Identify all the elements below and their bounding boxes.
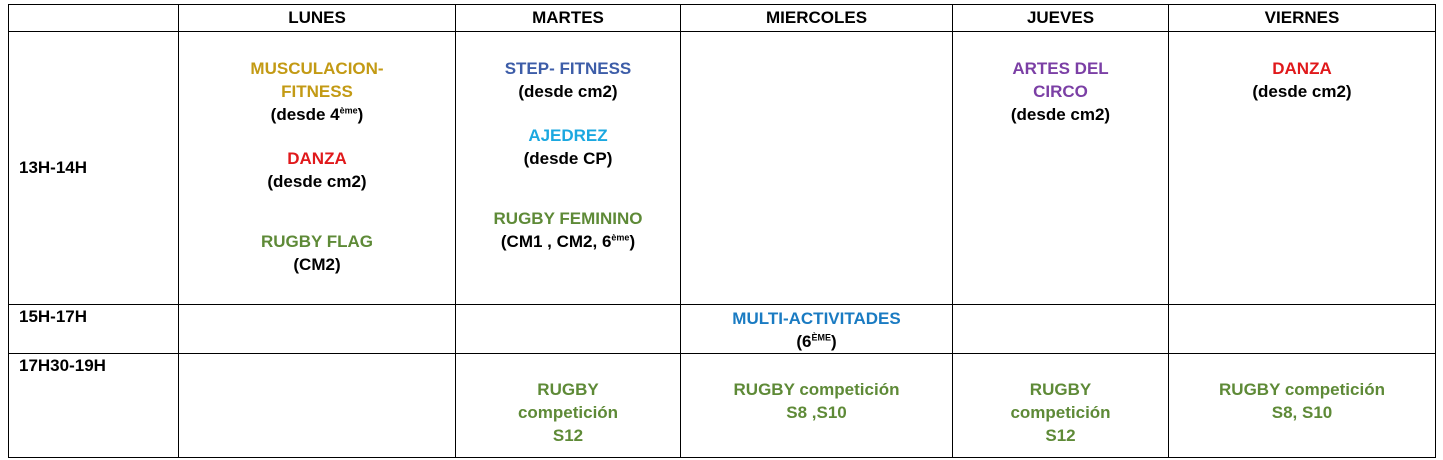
rugby-competicion-jueves-line3: S12 [1045,426,1076,445]
cell-viernes-13h: DANZA (desde cm2) [1168,31,1436,305]
row-17h30-19h: 17H30-19H RUGBY competición S12 RUGBY co… [8,353,1436,458]
time-cell-17h30-19h: 17H30-19H [8,353,179,458]
activity-musculacion-line2: FITNESS [281,82,353,101]
cell-martes-15h [455,304,681,354]
activity-multi-actividades-level: (6ÈME) [796,332,837,351]
cell-miercoles-15h: MULTI-ACTIVITADES (6ÈME) [680,304,953,354]
rugby-competicion-viernes-line1: RUGBY competición [1219,380,1385,399]
cell-viernes-17h: RUGBY competición S8, S10 [1168,353,1436,458]
row-15h-17h: 15H-17H MULTI-ACTIVITADES (6ÈME) [8,304,1436,354]
activity-rugby-flag: RUGBY FLAG [260,232,374,251]
activity-musculacion-line1: MUSCULACION- [250,59,384,78]
rugby-competicion-viernes-line2: S8, S10 [1271,403,1333,422]
activity-step-fitness: STEP- FITNESS [504,59,632,78]
cell-martes-17h: RUGBY competición S12 [455,353,681,458]
cell-jueves-17h: RUGBY competición S12 [952,353,1169,458]
activity-multi-actividades: MULTI-ACTIVITADES [732,309,901,328]
header-martes: MARTES [455,4,681,32]
rugby-competicion-jueves-line2: competición [1010,403,1111,422]
rugby-competicion-jueves-line1: RUGBY [1029,380,1092,399]
activity-musculacion-level: (desde 4ème) [270,105,364,124]
activity-danza-lunes: DANZA [287,149,347,168]
cell-miercoles-13h [680,31,953,305]
time-cell-15h-17h: 15H-17H [8,304,179,354]
activity-step-fitness-level: (desde cm2) [518,82,618,101]
rugby-competicion-miercoles-line2: S8 ,S10 [786,403,847,422]
rugby-competicion-martes-line3: S12 [552,426,584,445]
header-lunes: LUNES [178,4,456,32]
header-jueves: JUEVES [952,4,1169,32]
activity-artes-circo-line1: ARTES DEL [1012,59,1109,78]
header-miercoles: MIERCOLES [680,4,953,32]
activity-danza-viernes-level: (desde cm2) [1252,82,1352,101]
rugby-competicion-martes-line2: competición [517,403,619,422]
cell-viernes-15h [1168,304,1436,354]
activity-artes-circo-level: (desde cm2) [1010,105,1111,124]
time-label: 17H30-19H [19,356,106,375]
header-viernes: VIERNES [1168,4,1436,32]
header-corner-cell [8,4,179,32]
time-label: 15H-17H [19,307,88,326]
activity-danza-viernes: DANZA [1272,59,1332,78]
activity-rugby-feminino: RUGBY FEMININO [493,209,643,228]
cell-jueves-13h: ARTES DEL CIRCO (desde cm2) [952,31,1169,305]
activity-rugby-feminino-level: (CM1 , CM2, 6ème) [500,232,636,251]
activity-artes-circo-line2: CIRCO [1033,82,1088,101]
activity-ajedrez-level: (desde CP) [523,149,613,168]
cell-martes-13h: STEP- FITNESS (desde cm2) AJEDREZ (desde… [455,31,681,305]
cell-lunes-15h [178,304,456,354]
cell-lunes-13h: MUSCULACION- FITNESS (desde 4ème) DANZA … [178,31,456,305]
activity-ajedrez: AJEDREZ [528,126,608,145]
rugby-competicion-miercoles-line1: RUGBY competición [733,380,900,399]
activity-danza-lunes-level: (desde cm2) [267,172,367,191]
cell-miercoles-17h: RUGBY competición S8 ,S10 [680,353,953,458]
row-13h-14h: 13H-14H MUSCULACION- FITNESS (desde 4ème… [8,31,1436,305]
cell-jueves-15h [952,304,1169,354]
header-row: LUNES MARTES MIERCOLES JUEVES VIERNES [8,4,1436,32]
rugby-competicion-martes-line1: RUGBY [537,380,599,399]
time-label: 13H-14H [19,158,88,177]
time-cell-13h-14h: 13H-14H [8,31,179,305]
activity-rugby-flag-level: (CM2) [293,255,341,274]
cell-lunes-17h [178,353,456,458]
schedule-table: LUNES MARTES MIERCOLES JUEVES VIERNES 13… [8,4,1436,458]
